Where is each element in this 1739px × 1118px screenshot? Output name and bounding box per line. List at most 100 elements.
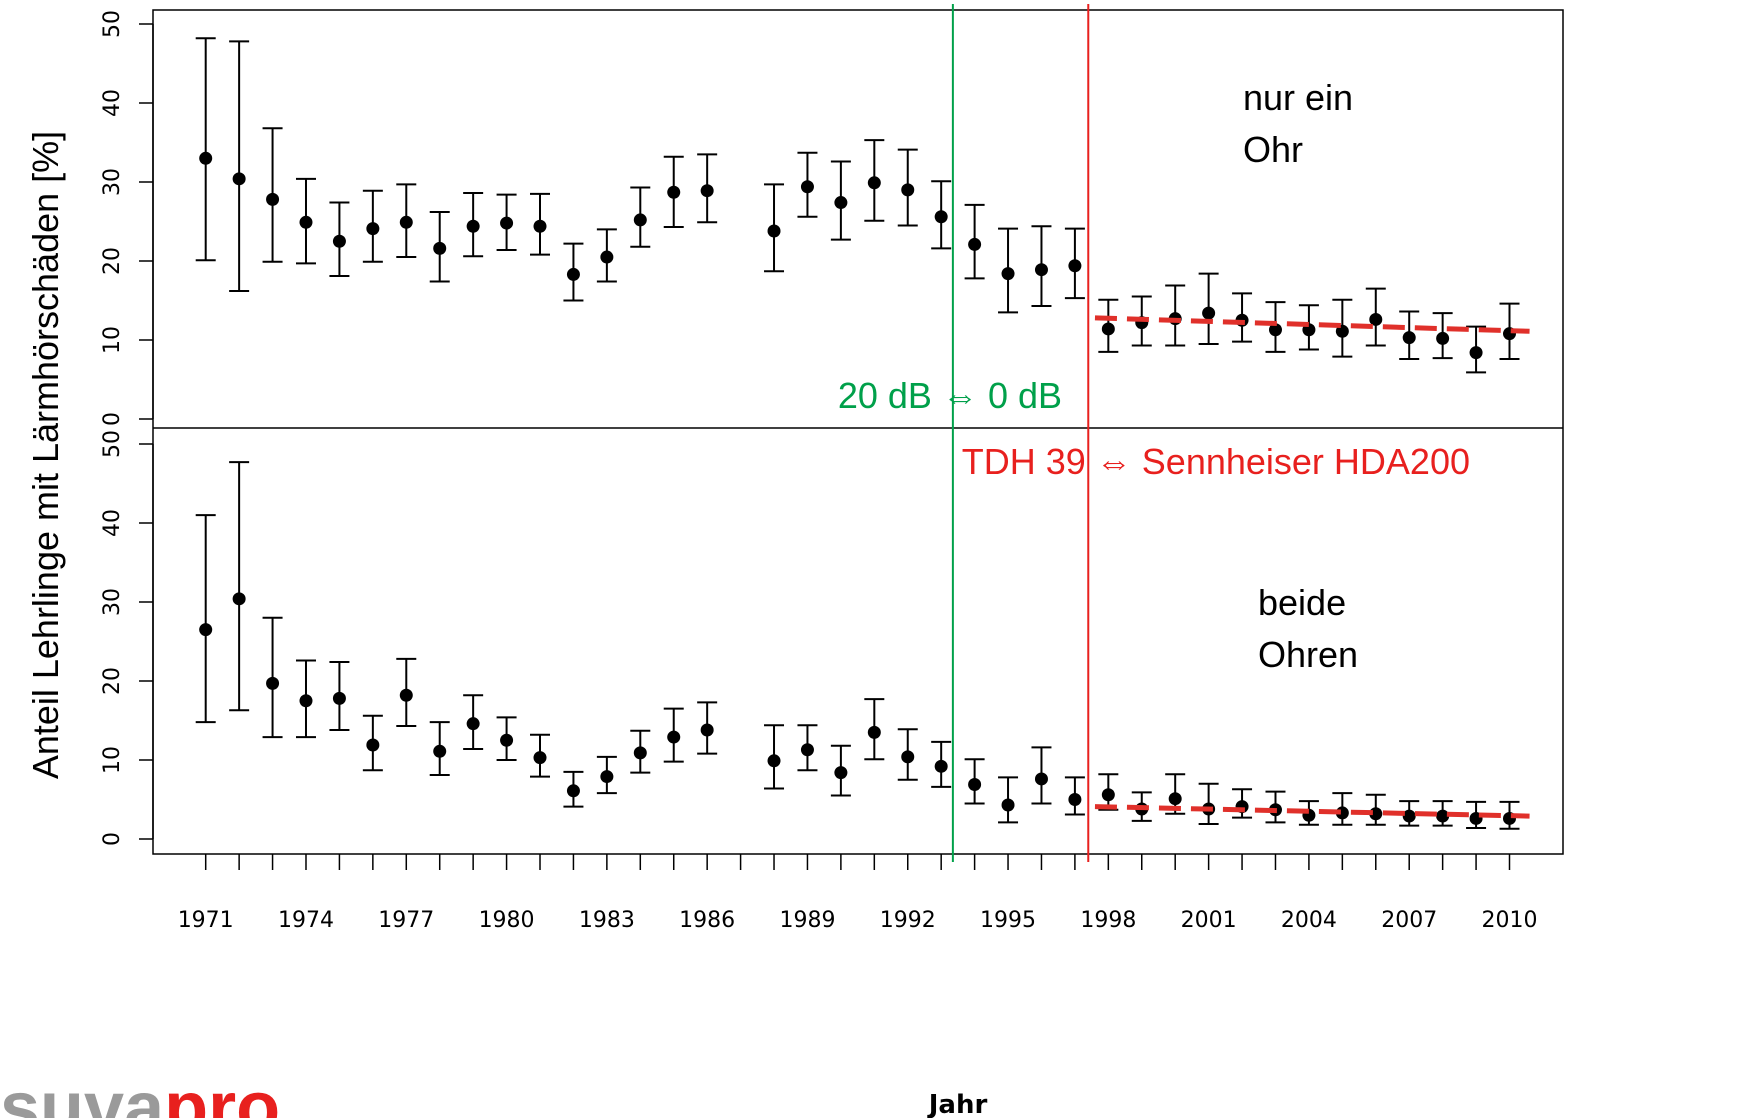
data-point xyxy=(934,210,948,224)
data-point xyxy=(901,183,915,197)
error-bar xyxy=(229,40,250,293)
data-point xyxy=(1001,798,1015,812)
plot-frame xyxy=(152,9,1564,855)
data-point xyxy=(1034,772,1048,786)
error-bar xyxy=(195,514,216,724)
y-tick-label: 30 xyxy=(100,588,125,616)
data-point xyxy=(834,766,848,780)
data-point xyxy=(232,592,246,606)
data-point xyxy=(1068,259,1082,273)
data-point xyxy=(566,784,580,798)
y-tick-label: 0 xyxy=(100,412,125,426)
data-point xyxy=(1101,788,1115,802)
data-point xyxy=(767,224,781,238)
y-tick-label: 40 xyxy=(100,89,125,117)
data-point xyxy=(1202,306,1216,320)
data-point xyxy=(633,213,647,227)
x-tick-label: 1995 xyxy=(980,908,1036,933)
y-tick-label: 50 xyxy=(100,10,125,38)
suvapro-logo: suvapro xyxy=(0,1068,280,1118)
data-point xyxy=(1034,263,1048,277)
y-axis-label: Anteil Lehrlinge mit Lärmhörschäden [%] xyxy=(25,131,66,779)
plot-border xyxy=(152,9,1564,855)
data-point xyxy=(934,759,948,773)
y-tick-label: 10 xyxy=(100,326,125,354)
panel-label: nur ein Ohr xyxy=(1243,77,1353,170)
data-point xyxy=(266,676,280,690)
panels: 0 10 20 30 40 50 nur ein Ohr 0 10 20 30 40 50 beide Ohr… xyxy=(100,10,1530,846)
x-tick-label: 1980 xyxy=(479,908,535,933)
data-point xyxy=(600,770,614,784)
data-point xyxy=(533,219,547,233)
x-tick-label: 1992 xyxy=(880,908,936,933)
data-point xyxy=(433,241,447,255)
x-tick-label: 2004 xyxy=(1281,908,1337,933)
data-point xyxy=(433,744,447,758)
y-tick-label: 40 xyxy=(100,509,125,537)
error-bar xyxy=(229,461,250,712)
x-tick-label: 1998 xyxy=(1080,908,1136,933)
data-point xyxy=(1068,793,1082,806)
data-point xyxy=(968,237,982,251)
data-point xyxy=(366,738,380,752)
data-point xyxy=(667,730,681,744)
axes: 1971 1974 1977 1980 1983 1986 1989 1992 1995 1998… xyxy=(178,854,1538,933)
panel-1: 0 10 20 30 40 50 nur ein Ohr xyxy=(100,10,1530,426)
data-point xyxy=(466,717,480,731)
trend-line xyxy=(1094,804,1530,819)
data-point xyxy=(399,688,413,702)
data-point xyxy=(1436,809,1450,823)
data-point xyxy=(700,723,714,737)
error-bar xyxy=(195,37,216,262)
data-point xyxy=(867,725,881,739)
logo-text-accent: pro xyxy=(164,1068,280,1118)
data-point xyxy=(834,196,848,210)
x-tick-label: 1974 xyxy=(278,908,334,933)
data-point xyxy=(199,151,213,165)
data-point xyxy=(767,754,781,768)
data-point xyxy=(1436,331,1450,345)
data-point xyxy=(232,172,246,186)
y-tick-label: 50 xyxy=(100,430,125,458)
reference-lines: 20 dB ⇔ 0 dB TDH 39 ⇔ Sennheiser HDA200 xyxy=(838,4,1470,862)
panel-2: 0 10 20 30 40 50 beide Ohren xyxy=(100,430,1530,846)
data-point xyxy=(332,691,346,705)
data-point xyxy=(199,623,213,637)
data-point xyxy=(800,743,814,757)
x-tick-label: 1977 xyxy=(378,908,434,933)
y-tick-label: 20 xyxy=(100,667,125,695)
data-point xyxy=(332,234,346,248)
x-tick-label: 2010 xyxy=(1482,908,1538,933)
reference-line-label: 20 dB ⇔ 0 dB xyxy=(838,375,1062,416)
data-point xyxy=(1101,322,1115,336)
data-point xyxy=(500,733,514,747)
data-point xyxy=(600,250,614,264)
data-point xyxy=(1369,312,1383,326)
data-point xyxy=(633,746,647,760)
data-point xyxy=(1469,346,1483,360)
data-point xyxy=(800,180,814,194)
data-point xyxy=(399,215,413,229)
data-point xyxy=(533,751,547,765)
data-point xyxy=(566,267,580,281)
data-point xyxy=(1402,331,1416,345)
reference-line-label: TDH 39 ⇔ Sennheiser HDA200 xyxy=(962,441,1470,482)
x-axis-label: Jahr xyxy=(927,1090,988,1118)
data-point xyxy=(366,222,380,236)
x-tick-label: 1989 xyxy=(779,908,835,933)
y-tick-label: 0 xyxy=(100,832,125,846)
data-point xyxy=(968,777,982,791)
svg-text:suvapro: suvapro xyxy=(0,1068,280,1118)
data-point xyxy=(667,185,681,199)
data-point xyxy=(266,192,280,206)
data-point xyxy=(1402,809,1416,823)
y-tick-label: 20 xyxy=(100,247,125,275)
y-tick-label: 30 xyxy=(100,168,125,196)
x-tick-label: 1983 xyxy=(579,908,635,933)
y-tick-label: 10 xyxy=(100,746,125,774)
data-point xyxy=(1001,267,1015,281)
data-point xyxy=(1268,323,1282,337)
logo-text-main: suva xyxy=(0,1068,165,1118)
data-point xyxy=(901,750,915,764)
